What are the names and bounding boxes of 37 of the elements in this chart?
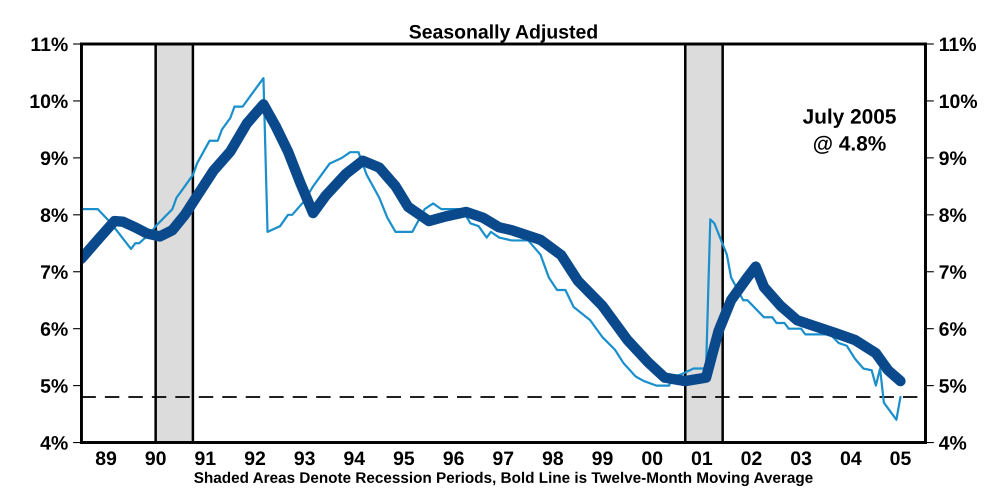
x-tick-label: 95 xyxy=(394,451,414,466)
x-tick-label: 02 xyxy=(741,451,762,466)
y-tick-label: 7% xyxy=(40,265,68,279)
y-tick-label: 9% xyxy=(40,151,68,166)
y2-tick-label: 11% xyxy=(940,38,976,52)
annotation: July 2005 @ 4.8% xyxy=(802,108,896,154)
y-tick-label: 11% xyxy=(32,38,68,52)
x-tick-label: 05 xyxy=(890,451,911,466)
x-tick-label: 90 xyxy=(146,451,166,466)
x-tick-label: 97 xyxy=(493,451,514,466)
chart-title: Seasonally Adjusted xyxy=(409,24,597,42)
y2-tick-label: 10% xyxy=(940,94,978,108)
x-tick-label: 99 xyxy=(592,451,613,466)
x-tick-label: 96 xyxy=(443,451,464,466)
y-tick-label: 4% xyxy=(40,436,68,450)
y-tick-label: 5% xyxy=(40,379,68,393)
x-tick-label: 98 xyxy=(542,451,564,466)
y2-tick-label: 9% xyxy=(939,151,966,166)
x-tick-label: 00 xyxy=(642,451,662,466)
y2-tick-label: 4% xyxy=(938,436,966,450)
x-tick-label: 89 xyxy=(96,451,116,466)
y-tick-label: 6% xyxy=(40,322,68,336)
y2-tick-label: 5% xyxy=(939,379,966,393)
x-tick-label: 01 xyxy=(692,451,712,466)
y2-tick-label: 6% xyxy=(939,322,966,336)
x-tick-label: 03 xyxy=(791,451,812,466)
line-series xyxy=(81,77,902,421)
y-tick-label: 8% xyxy=(40,208,68,222)
x-tick-label: 04 xyxy=(840,451,862,466)
x-axis-title: Shaded Areas Denote Recession Periods, Bold Line is Twelve-Month Moving Average xyxy=(194,472,813,486)
x-tick-label: 94 xyxy=(344,451,365,466)
y2-tick-label: 7% xyxy=(940,265,966,279)
x-tick-label: 92 xyxy=(244,451,266,466)
y-tick-label: 10% xyxy=(30,94,68,108)
x-tick-label: 93 xyxy=(294,451,315,466)
y2-tick-label: 8% xyxy=(939,208,966,222)
x-tick-label: 91 xyxy=(195,451,216,466)
